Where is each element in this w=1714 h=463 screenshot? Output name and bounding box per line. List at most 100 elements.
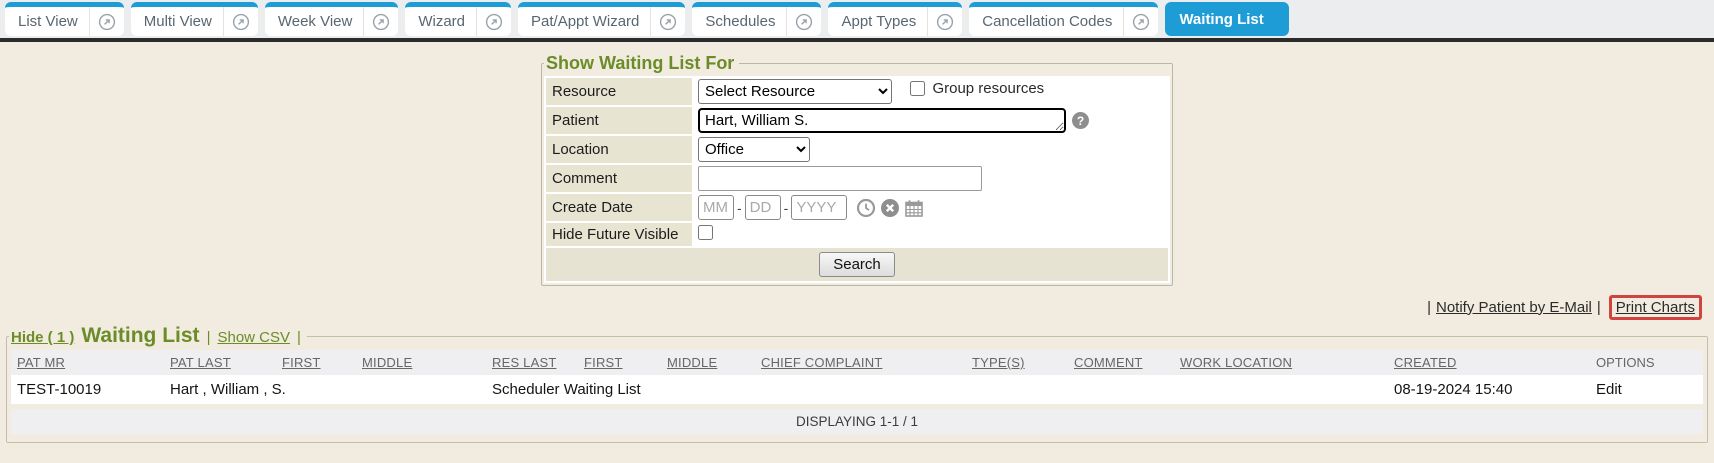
tab-label: Waiting List [1179,10,1264,28]
search-row: Search [546,248,1168,281]
tab-wizard[interactable]: Wizard [405,2,512,36]
location-select[interactable]: Office [698,137,810,162]
tab-label: Pat/Appt Wizard [531,13,640,30]
column-header-created[interactable]: CREATED [1388,350,1590,375]
filter-legend: Show Waiting List For [546,53,735,73]
group-resources-checkbox[interactable] [910,81,926,96]
separator: | [206,329,211,346]
popout-icon[interactable] [476,7,511,36]
waiting-list-title: Waiting List [81,324,200,347]
tab-list-view[interactable]: List View [5,2,124,36]
tab-label: Week View [277,13,353,30]
search-button[interactable]: Search [819,252,895,277]
column-header-type-s[interactable]: TYPE(S) [966,350,1068,375]
column-header-options: OPTIONS [1590,350,1703,375]
location-label: Location [546,136,692,163]
column-header-pat-last[interactable]: PAT LAST [164,350,276,375]
tab-bar: List View Multi View Week View Wizard Pat/Ap… [0,0,1714,38]
cell-options[interactable]: Edit [1590,375,1703,404]
comment-label: Comment [546,165,692,192]
create-date-label: Create Date [546,194,692,221]
print-charts-highlight: Print Charts [1608,294,1702,320]
help-icon[interactable]: ? [1072,112,1089,129]
cell-created: 08-19-2024 15:40 [1388,375,1590,404]
hide-future-label: Hide Future Visible [546,223,692,246]
comment-row: Comment [546,165,1168,192]
separator: | [1427,298,1431,316]
resource-label: Resource [546,78,692,105]
tab-multi-view[interactable]: Multi View [130,2,258,36]
location-row: Location Office [546,136,1168,163]
waiting-list-table: PAT MR PAT LAST FIRST MIDDLE RES LAST FIRST MI… [11,350,1703,404]
hide-count-link[interactable]: Hide ( 1 ) [11,329,75,346]
popout-icon[interactable] [786,7,821,36]
print-charts-link[interactable]: Print Charts [1615,298,1695,316]
resource-row: Resource Select Resource Group resources [546,78,1168,105]
table-header-row: PAT MR PAT LAST FIRST MIDDLE RES LAST FIRST MI… [11,350,1703,375]
paging-status: DISPLAYING 1-1 / 1 [11,409,1703,434]
filter-table: Resource Select Resource Group resources… [544,76,1170,283]
filter-form: Show Waiting List For Resource Select Re… [541,53,1173,286]
separator: | [1596,298,1601,316]
create-date-row: Create Date - - [546,194,1168,221]
notify-patient-link[interactable]: Notify Patient by E-Mail [1436,298,1592,316]
cell-types [966,375,1068,404]
comment-input[interactable] [698,166,982,191]
tab-schedules[interactable]: Schedules [692,2,822,36]
tab-pat-appt-wizard[interactable]: Pat/Appt Wizard [518,2,686,36]
popout-icon[interactable] [88,7,124,36]
tab-label: Wizard [418,13,466,30]
tab-label: Schedules [705,13,776,30]
popout-icon[interactable] [222,7,258,36]
column-header-pat-mr[interactable]: PAT MR [11,350,164,375]
calendar-icon[interactable] [904,198,924,218]
cell-pat-mr: TEST-10019 [11,375,164,404]
tab-label: Appt Types [841,13,917,30]
tab-bar-divider [0,38,1714,42]
tab-label: Multi View [143,13,212,30]
column-header-work-location[interactable]: WORK LOCATION [1174,350,1388,375]
hide-future-checkbox[interactable] [698,224,713,240]
clear-date-icon[interactable] [880,198,900,218]
waiting-list-section: Hide ( 1 ) Waiting List | Show CSV | PAT… [6,324,1708,443]
clock-icon[interactable] [856,198,876,218]
cell-comment [1068,375,1174,404]
patient-row: Patient Hart, William S.? [546,107,1168,134]
tab-label: Cancellation Codes [982,13,1113,30]
tab-week-view[interactable]: Week View [264,2,399,36]
group-resources-label: Group resources [932,80,1045,97]
actions-row: | Notify Patient by E-Mail | Print Chart… [0,294,1702,320]
cell-resource-name: Scheduler Waiting List [486,375,755,404]
popout-icon[interactable] [650,7,685,36]
popout-icon[interactable] [1123,7,1158,36]
filter-fieldset: Show Waiting List For Resource Select Re… [541,53,1173,286]
patient-label: Patient [546,107,692,134]
table-row: TEST-10019 Hart , William , S. Scheduler W… [11,375,1703,404]
separator: | [297,329,301,346]
create-date-month-input[interactable] [698,195,734,220]
popout-icon[interactable] [927,7,962,36]
column-header-middle[interactable]: MIDDLE [356,350,486,375]
date-separator: - [737,199,742,216]
tab-label: List View [18,13,78,30]
create-date-year-input[interactable] [791,195,848,220]
hide-future-row: Hide Future Visible [546,223,1168,246]
tab-waiting-list[interactable]: Waiting List [1165,2,1289,36]
cell-patient-name: Hart , William , S. [164,375,486,404]
column-header-first[interactable]: FIRST [578,350,661,375]
tab-appt-types[interactable]: Appt Types [828,2,963,36]
create-date-day-input[interactable] [744,195,781,220]
column-header-chief-complaint[interactable]: CHIEF COMPLAINT [755,350,966,375]
date-separator: - [783,199,789,216]
resource-select[interactable]: Select Resource [698,79,892,104]
cell-work-location [1174,375,1388,404]
show-csv-link[interactable]: Show CSV [217,329,291,346]
column-header-first[interactable]: FIRST [276,350,356,375]
column-header-res-last[interactable]: RES LAST [486,350,578,375]
popout-icon[interactable] [363,7,398,36]
column-header-comment[interactable]: COMMENT [1068,350,1174,375]
column-header-middle[interactable]: MIDDLE [661,350,755,375]
waiting-list-legend: Hide ( 1 ) Waiting List | Show CSV | [9,324,307,348]
patient-input[interactable]: Hart, William S. [698,108,1066,133]
tab-cancellation-codes[interactable]: Cancellation Codes [969,2,1159,36]
